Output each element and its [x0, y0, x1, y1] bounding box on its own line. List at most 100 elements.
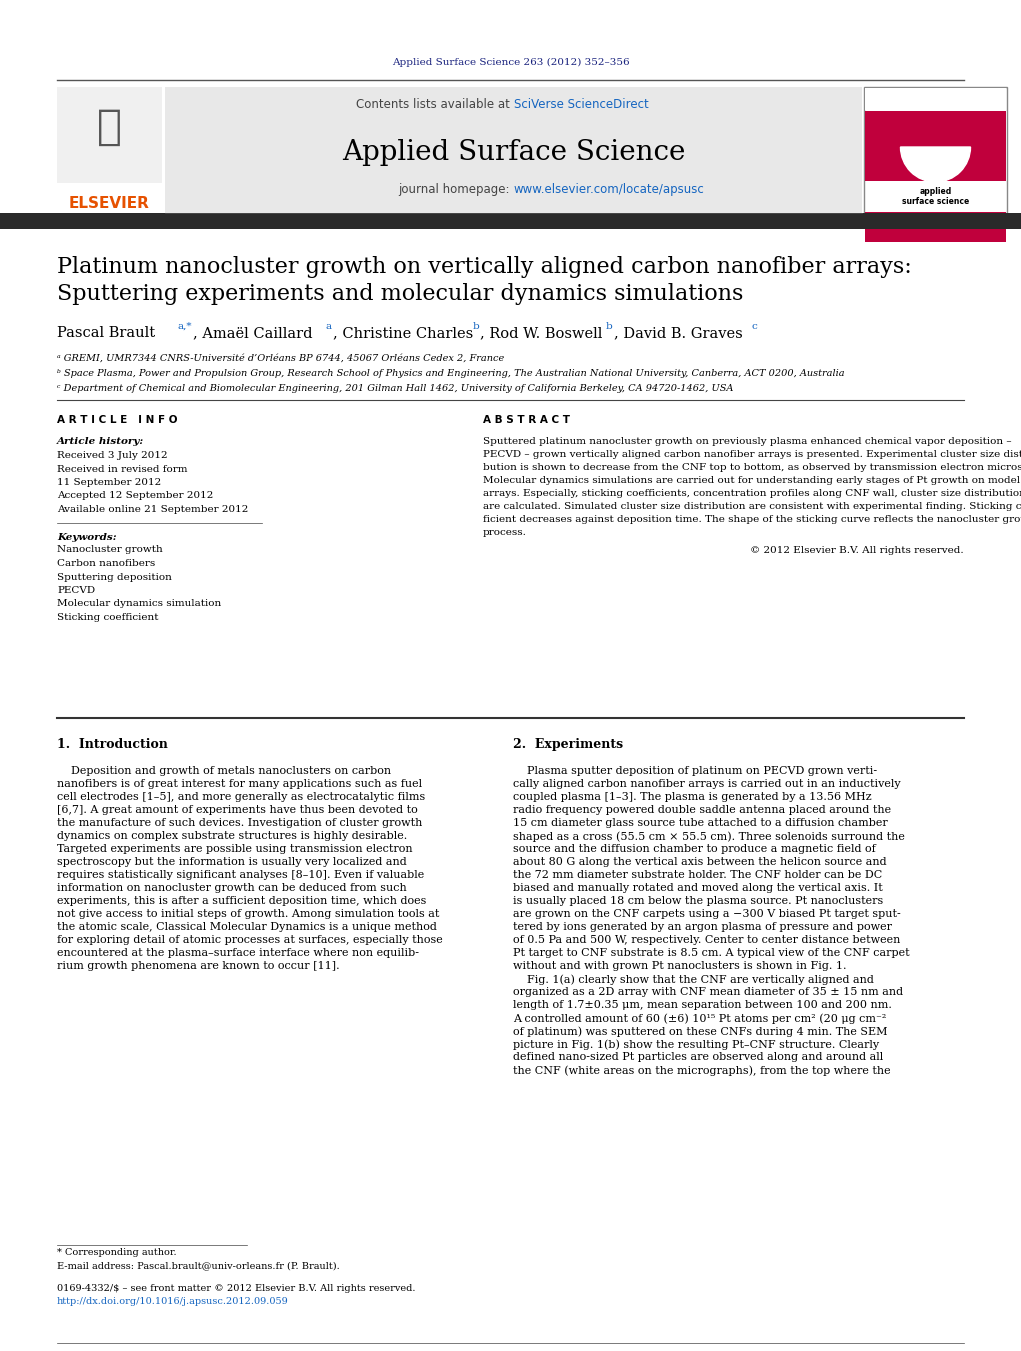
Text: Accepted 12 September 2012: Accepted 12 September 2012	[57, 492, 213, 500]
Text: c: c	[751, 322, 757, 331]
Text: * Corresponding author.: * Corresponding author.	[57, 1248, 177, 1256]
Text: surface science: surface science	[902, 197, 969, 205]
Text: A R T I C L E   I N F O: A R T I C L E I N F O	[57, 415, 178, 426]
Text: is usually placed 18 cm below the plasma source. Pt nanoclusters: is usually placed 18 cm below the plasma…	[513, 896, 883, 907]
Text: shaped as a cross (55.5 cm × 55.5 cm). Three solenoids surround the: shaped as a cross (55.5 cm × 55.5 cm). T…	[513, 831, 905, 842]
Text: E-mail address: Pascal.brault@univ-orleans.fr (P. Brault).: E-mail address: Pascal.brault@univ-orlea…	[57, 1260, 340, 1270]
Text: arrays. Especially, sticking coefficients, concentration profiles along CNF wall: arrays. Especially, sticking coefficient…	[483, 489, 1021, 499]
Text: , Amaël Caillard: , Amaël Caillard	[193, 326, 312, 340]
Text: Received in revised form: Received in revised form	[57, 465, 188, 473]
Text: journal homepage:: journal homepage:	[398, 184, 514, 196]
Text: radio frequency powered double saddle antenna placed around the: radio frequency powered double saddle an…	[513, 805, 891, 815]
Text: Molecular dynamics simulation: Molecular dynamics simulation	[57, 600, 222, 608]
Text: Fig. 1(a) clearly show that the CNF are vertically aligned and: Fig. 1(a) clearly show that the CNF are …	[513, 974, 874, 985]
Text: Molecular dynamics simulations are carried out for understanding early stages of: Molecular dynamics simulations are carri…	[483, 476, 1021, 485]
Text: ficient decreases against deposition time. The shape of the sticking curve refle: ficient decreases against deposition tim…	[483, 515, 1021, 524]
Text: nanofibers is of great interest for many applications such as fuel: nanofibers is of great interest for many…	[57, 780, 422, 789]
Text: Platinum nanocluster growth on vertically aligned carbon nanofiber arrays:: Platinum nanocluster growth on verticall…	[57, 255, 912, 278]
Text: process.: process.	[483, 528, 527, 536]
Text: Pt target to CNF substrate is 8.5 cm. A typical view of the CNF carpet: Pt target to CNF substrate is 8.5 cm. A …	[513, 948, 910, 958]
Text: Received 3 July 2012: Received 3 July 2012	[57, 451, 167, 459]
Text: cally aligned carbon nanofiber arrays is carried out in an inductively: cally aligned carbon nanofiber arrays is…	[513, 780, 901, 789]
Bar	[865, 88, 1006, 109]
Text: Applied Surface Science 263 (2012) 352–356: Applied Surface Science 263 (2012) 352–3…	[392, 58, 629, 66]
Text: Plasma sputter deposition of platinum on PECVD grown verti-: Plasma sputter deposition of platinum on…	[513, 766, 877, 775]
Text: SciVerse ScienceDirect: SciVerse ScienceDirect	[514, 99, 648, 112]
Text: www.elsevier.com/locate/apsusc: www.elsevier.com/locate/apsusc	[514, 184, 704, 196]
Text: b: b	[473, 322, 480, 331]
Text: 1.  Introduction: 1. Introduction	[57, 738, 167, 751]
Text: spectroscopy but the information is usually very localized and: spectroscopy but the information is usua…	[57, 857, 406, 867]
Bar	[865, 111, 1006, 181]
Text: Keywords:: Keywords:	[57, 532, 116, 542]
Text: are grown on the CNF carpets using a −300 V biased Pt target sput-: are grown on the CNF carpets using a −30…	[513, 909, 901, 919]
Text: source and the diffusion chamber to produce a magnetic field of: source and the diffusion chamber to prod…	[513, 844, 876, 854]
Text: ᶜ Department of Chemical and Biomolecular Engineering, 201 Gilman Hall 1462, Uni: ᶜ Department of Chemical and Biomolecula…	[57, 384, 733, 393]
Text: the 72 mm diameter substrate holder. The CNF holder can be DC: the 72 mm diameter substrate holder. The…	[513, 870, 882, 880]
Text: are calculated. Simulated cluster size distribution are consistent with experime: are calculated. Simulated cluster size d…	[483, 503, 1021, 511]
Bar	[864, 86, 1007, 213]
Text: Deposition and growth of metals nanoclusters on carbon: Deposition and growth of metals nanoclus…	[57, 766, 391, 775]
Text: Sputtered platinum nanocluster growth on previously plasma enhanced chemical vap: Sputtered platinum nanocluster growth on…	[483, 436, 1012, 446]
Text: Nanocluster growth: Nanocluster growth	[57, 546, 162, 554]
Text: A B S T R A C T: A B S T R A C T	[483, 415, 570, 426]
Text: for exploring detail of atomic processes at surfaces, especially those: for exploring detail of atomic processes…	[57, 935, 443, 944]
Bar	[0, 213, 1021, 230]
Text: a,*: a,*	[177, 322, 192, 331]
Text: ᵃ GREMI, UMR7344 CNRS-Université d’Orléans BP 6744, 45067 Orléans Cedex 2, Franc: ᵃ GREMI, UMR7344 CNRS-Université d’Orléa…	[57, 354, 504, 363]
Text: 0169-4332/$ – see front matter © 2012 Elsevier B.V. All rights reserved.: 0169-4332/$ – see front matter © 2012 El…	[57, 1283, 416, 1293]
Text: 15 cm diameter glass source tube attached to a diffusion chamber: 15 cm diameter glass source tube attache…	[513, 817, 887, 828]
Text: PECVD – grown vertically aligned carbon nanofiber arrays is presented. Experimen: PECVD – grown vertically aligned carbon …	[483, 450, 1021, 459]
Text: the manufacture of such devices. Investigation of cluster growth: the manufacture of such devices. Investi…	[57, 817, 423, 828]
Text: biased and manually rotated and moved along the vertical axis. It: biased and manually rotated and moved al…	[513, 884, 883, 893]
Text: picture in Fig. 1(b) show the resulting Pt–CNF structure. Clearly: picture in Fig. 1(b) show the resulting …	[513, 1039, 879, 1050]
Text: Sputtering experiments and molecular dynamics simulations: Sputtering experiments and molecular dyn…	[57, 282, 743, 305]
Text: Carbon nanofibers: Carbon nanofibers	[57, 559, 155, 567]
Text: encountered at the plasma–surface interface where non equilib-: encountered at the plasma–surface interf…	[57, 948, 419, 958]
Text: the CNF (white areas on the micrographs), from the top where the: the CNF (white areas on the micrographs)…	[513, 1065, 890, 1075]
Text: a: a	[325, 322, 331, 331]
Text: PECVD: PECVD	[57, 586, 95, 594]
Text: Sticking coefficient: Sticking coefficient	[57, 613, 158, 621]
Text: ELSEVIER: ELSEVIER	[69, 196, 150, 211]
Text: Targeted experiments are possible using transmission electron: Targeted experiments are possible using …	[57, 844, 412, 854]
Text: cell electrodes [1–5], and more generally as electrocatalytic films: cell electrodes [1–5], and more generall…	[57, 792, 426, 802]
Text: rium growth phenomena are known to occur [11].: rium growth phenomena are known to occur…	[57, 961, 340, 971]
Text: , Rod W. Boswell: , Rod W. Boswell	[480, 326, 602, 340]
Text: applied: applied	[919, 186, 952, 196]
Text: Sputtering deposition: Sputtering deposition	[57, 573, 172, 581]
Bar	[57, 86, 162, 182]
Text: Contents lists available at: Contents lists available at	[356, 99, 514, 112]
Text: tered by ions generated by an argon plasma of pressure and power: tered by ions generated by an argon plas…	[513, 921, 892, 932]
Text: , David B. Graves: , David B. Graves	[614, 326, 742, 340]
Text: coupled plasma [1–3]. The plasma is generated by a 13.56 MHz: coupled plasma [1–3]. The plasma is gene…	[513, 792, 872, 802]
Text: Applied Surface Science: Applied Surface Science	[342, 139, 685, 166]
Text: 2.  Experiments: 2. Experiments	[513, 738, 623, 751]
Text: of 0.5 Pa and 500 W, respectively. Center to center distance between: of 0.5 Pa and 500 W, respectively. Cente…	[513, 935, 901, 944]
Text: about 80 G along the vertical axis between the helicon source and: about 80 G along the vertical axis betwe…	[513, 857, 886, 867]
Text: requires statistically significant analyses [8–10]. Even if valuable: requires statistically significant analy…	[57, 870, 425, 880]
Wedge shape	[901, 147, 971, 182]
Text: b: b	[606, 322, 613, 331]
Text: the atomic scale, Classical Molecular Dynamics is a unique method: the atomic scale, Classical Molecular Dy…	[57, 921, 437, 932]
Text: [6,7]. A great amount of experiments have thus been devoted to: [6,7]. A great amount of experiments hav…	[57, 805, 418, 815]
Text: , Christine Charles: , Christine Charles	[333, 326, 474, 340]
Text: Pascal Brault: Pascal Brault	[57, 326, 155, 340]
Text: http://dx.doi.org/10.1016/j.apsusc.2012.09.059: http://dx.doi.org/10.1016/j.apsusc.2012.…	[57, 1297, 289, 1306]
Text: ᵇ Space Plasma, Power and Propulsion Group, Research School of Physics and Engin: ᵇ Space Plasma, Power and Propulsion Gro…	[57, 369, 844, 378]
Text: A controlled amount of 60 (±6) 10¹⁵ Pt atoms per cm² (20 μg cm⁻²: A controlled amount of 60 (±6) 10¹⁵ Pt a…	[513, 1013, 886, 1024]
Text: dynamics on complex substrate structures is highly desirable.: dynamics on complex substrate structures…	[57, 831, 407, 842]
Text: bution is shown to decrease from the CNF top to bottom, as observed by transmiss: bution is shown to decrease from the CNF…	[483, 463, 1021, 471]
Text: Article history:: Article history:	[57, 436, 144, 446]
Text: information on nanocluster growth can be deduced from such: information on nanocluster growth can be…	[57, 884, 406, 893]
Text: experiments, this is after a sufficient deposition time, which does: experiments, this is after a sufficient …	[57, 896, 427, 907]
Text: 11 September 2012: 11 September 2012	[57, 478, 161, 486]
Text: without and with grown Pt nanoclusters is shown in Fig. 1.: without and with grown Pt nanoclusters i…	[513, 961, 846, 971]
Text: defined nano-sized Pt particles are observed along and around all: defined nano-sized Pt particles are obse…	[513, 1052, 883, 1062]
Bar	[865, 212, 1006, 242]
Text: not give access to initial steps of growth. Among simulation tools at: not give access to initial steps of grow…	[57, 909, 439, 919]
Text: Available online 21 September 2012: Available online 21 September 2012	[57, 505, 248, 513]
Text: length of 1.7±0.35 μm, mean separation between 100 and 200 nm.: length of 1.7±0.35 μm, mean separation b…	[513, 1000, 892, 1011]
Bar	[165, 86, 862, 213]
Text: organized as a 2D array with CNF mean diameter of 35 ± 15 nm and: organized as a 2D array with CNF mean di…	[513, 988, 904, 997]
